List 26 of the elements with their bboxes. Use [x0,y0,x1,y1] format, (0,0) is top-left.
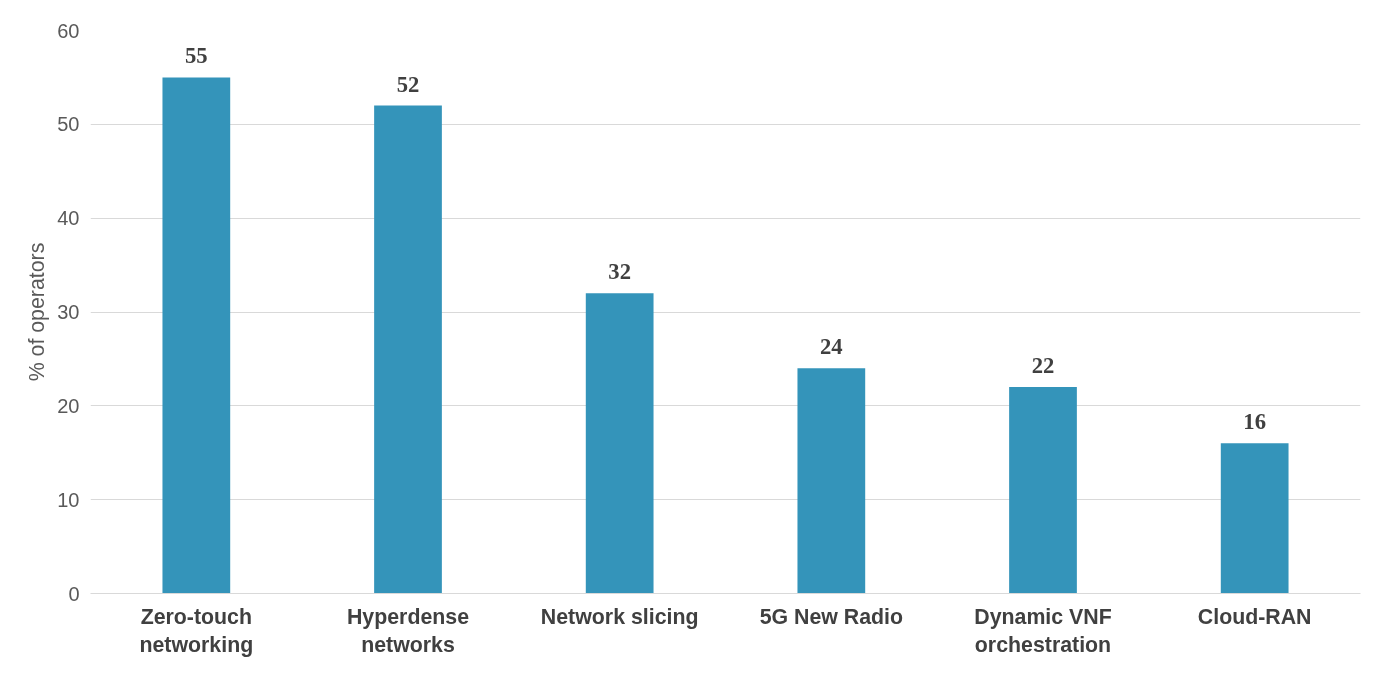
bar [797,368,866,594]
y-axis-title: % of operators [25,242,50,382]
y-tick-label: 0 [68,582,80,605]
data-label: 22 [1031,353,1055,379]
x-tick-label: Dynamic VNF orchestration [974,604,1112,658]
bar [374,105,442,594]
data-label: 52 [396,71,420,97]
bar [1220,443,1289,594]
bar [162,77,231,594]
data-label: 16 [1243,409,1266,435]
data-label: 55 [185,43,208,69]
x-tick-label: Zero-touch networking [139,604,254,658]
bar [1009,387,1077,594]
y-tick-label: 30 [57,301,80,323]
y-tick-label: 40 [57,207,80,230]
data-label: 32 [608,259,631,285]
x-tick-label: 5G New Radio [759,604,904,629]
y-tick-label: 50 [57,113,80,136]
x-tick-label: Hyperdense networks [346,604,470,658]
y-tick-label: 20 [57,394,80,417]
bar [585,293,654,594]
x-tick-label: Cloud-RAN [1197,604,1312,629]
y-tick-label: 10 [57,488,80,511]
y-tick-label: 60 [57,19,80,42]
data-label: 24 [820,334,843,360]
x-tick-label: Network slicing [540,604,699,629]
